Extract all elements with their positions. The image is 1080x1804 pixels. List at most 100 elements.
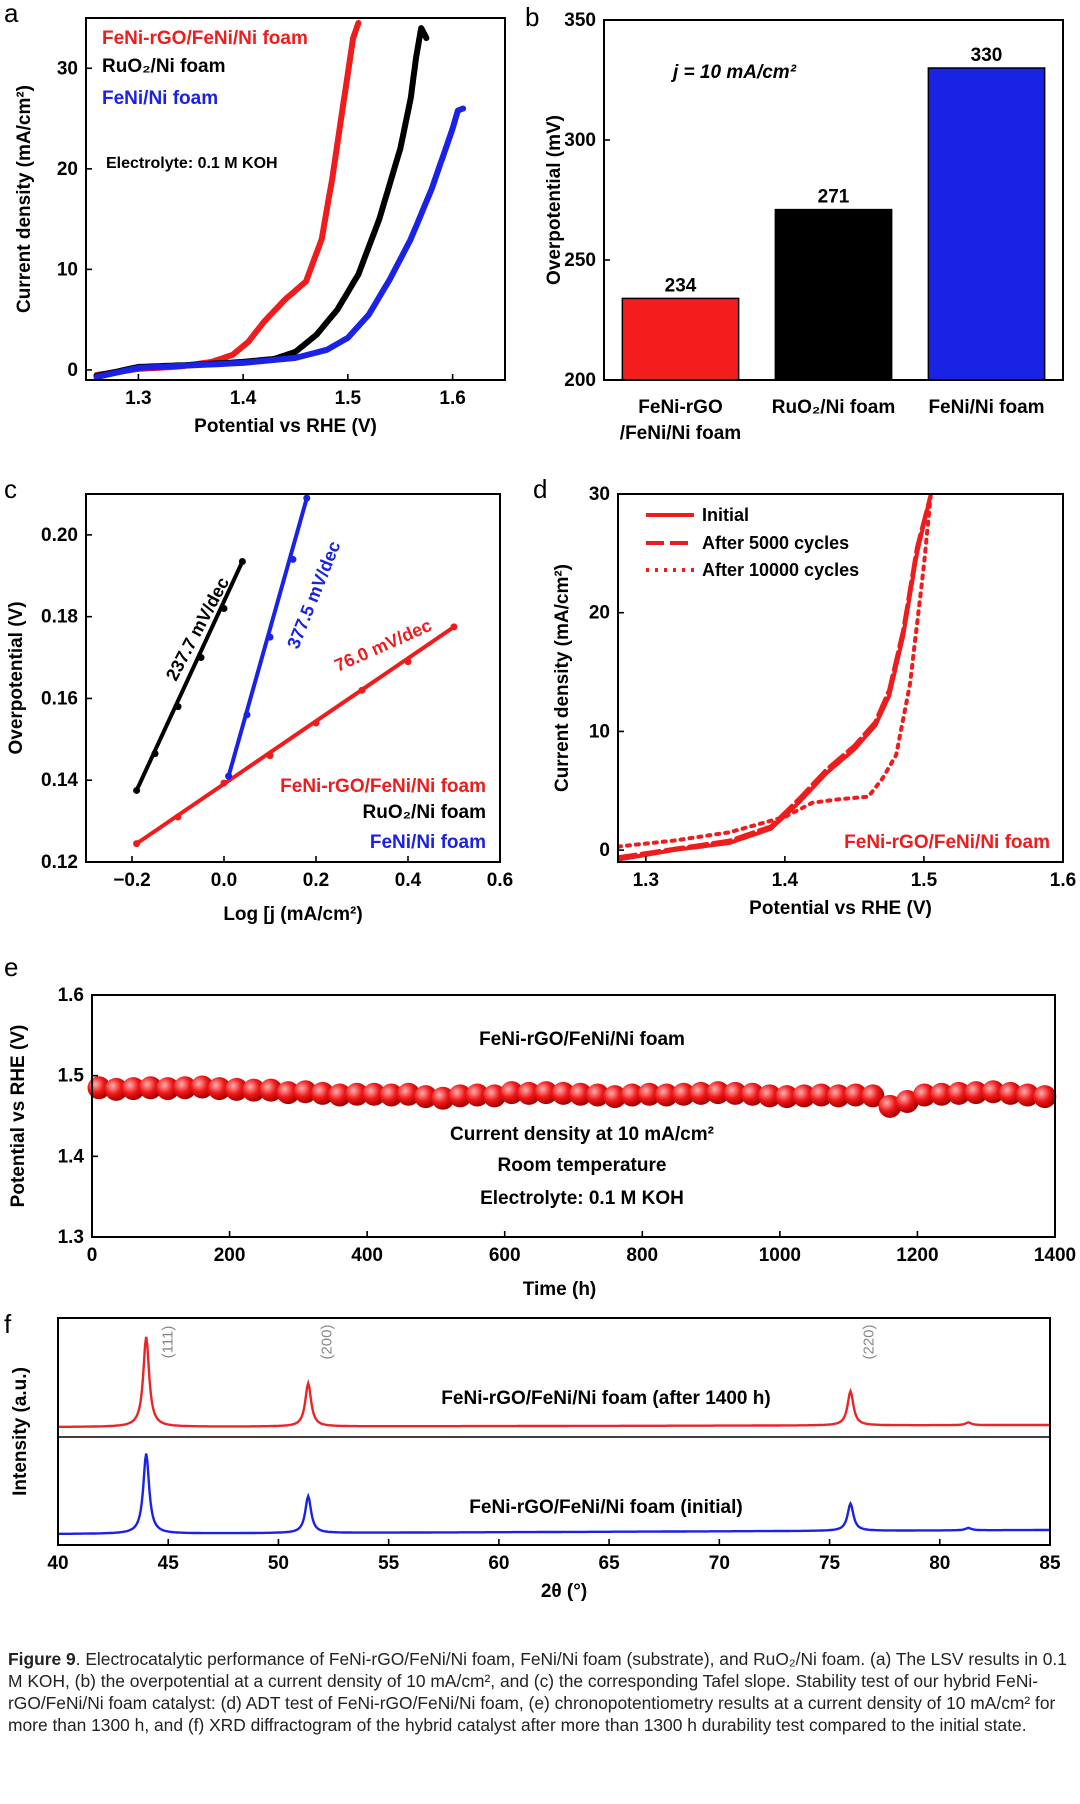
panel-c-slope-label: 76.0 mV/dec bbox=[331, 615, 434, 676]
panel-c-data-point bbox=[133, 786, 141, 794]
panel-d-series-line bbox=[618, 494, 933, 849]
panel-e-data-point bbox=[534, 1081, 558, 1105]
panel-e-data-point bbox=[362, 1082, 386, 1106]
panel-b-bar bbox=[927, 67, 1046, 381]
panel-e-data-point bbox=[293, 1080, 317, 1104]
panel-f-xtick-label: 40 bbox=[47, 1553, 68, 1574]
panel-e-data-point bbox=[448, 1084, 472, 1108]
panel-e-data-point bbox=[87, 1076, 111, 1100]
panel-d-plot-area bbox=[618, 494, 933, 862]
panel-b-category-label: /FeNi/Ni foam bbox=[620, 423, 741, 444]
panel-c-data-point bbox=[220, 779, 228, 787]
panel-b-ytick-label: 250 bbox=[564, 250, 596, 271]
panel-f-series-line bbox=[58, 1336, 1050, 1428]
panel-e-data-point bbox=[637, 1082, 661, 1106]
panel-e-data-point bbox=[1033, 1085, 1057, 1109]
panel-e-ylabel: Potential vs RHE (V) bbox=[8, 1025, 29, 1208]
panel-f-frame bbox=[57, 1317, 1051, 1546]
panel-d-ytick-label: 30 bbox=[589, 484, 610, 505]
panel-b-ylabel: Overpotential (mV) bbox=[544, 115, 565, 285]
panel-a-xtick-label: 1.6 bbox=[439, 388, 465, 409]
panel-f-xtick-label: 60 bbox=[488, 1553, 509, 1574]
panel-c-ytick-label: 0.16 bbox=[41, 688, 78, 709]
panel-c-xlabel: Log [j (mA/cm²) bbox=[223, 904, 362, 925]
panel-a: a 1.3 1.4 1.5 1.6 0 10 20 30 Potential vs RHE (V)… bbox=[4, 0, 506, 437]
panel-e-data-point bbox=[603, 1085, 627, 1109]
panel-d-annotation: FeNi-rGO/FeNi/Ni foam bbox=[844, 832, 1050, 853]
panel-b-ytick-label: 300 bbox=[564, 130, 596, 151]
panel-c-data-point bbox=[197, 654, 205, 662]
panel-c-data-point bbox=[151, 750, 159, 758]
panel-b-category-label: FeNi/Ni foam bbox=[928, 397, 1044, 418]
panel-c-data-point bbox=[133, 840, 141, 848]
panel-e-data-point bbox=[672, 1082, 696, 1106]
panel-f-ylabel: Intensity (a.u.) bbox=[10, 1367, 31, 1496]
panel-e-data-point bbox=[414, 1085, 438, 1109]
panel-e-data-point bbox=[912, 1083, 936, 1107]
caption-label: Figure 9 bbox=[8, 1649, 76, 1669]
panel-e-data-point bbox=[225, 1077, 249, 1101]
panel-e-xtick-label: 400 bbox=[351, 1245, 383, 1266]
panel-a-xtick-label: 1.5 bbox=[335, 388, 362, 409]
panel-b-value-label: 271 bbox=[818, 187, 850, 208]
panel-e-data-point bbox=[826, 1084, 850, 1108]
panel-f-xtick-label: 85 bbox=[1039, 1553, 1061, 1574]
panel-d-ytick-label: 20 bbox=[589, 603, 610, 624]
panel-e-data-point bbox=[242, 1078, 266, 1102]
panel-f: f (111) (200) (220) 40 45 50 55 60 65 70 75 80 85 2θ (… bbox=[4, 1309, 1061, 1602]
panel-e-data-point bbox=[483, 1084, 507, 1108]
panel-a-xtick-label: 1.3 bbox=[125, 388, 151, 409]
panel-e-data-point bbox=[792, 1084, 816, 1108]
panel-c-fit-line bbox=[134, 560, 245, 792]
panel-a-ytick-label: 20 bbox=[57, 159, 78, 180]
panel-e-data-point bbox=[551, 1081, 575, 1105]
panel-d-xtick-label: 1.4 bbox=[772, 870, 799, 891]
panel-c-xtick-label: 0.2 bbox=[303, 870, 329, 891]
panel-e-data-point bbox=[586, 1083, 610, 1107]
panel-c-ytick-label: 0.12 bbox=[41, 852, 78, 873]
panel-d-frame bbox=[617, 493, 1064, 863]
panel-e-data-point bbox=[431, 1086, 455, 1110]
panel-e-data-point bbox=[947, 1081, 971, 1105]
panel-c-data-point bbox=[220, 604, 228, 612]
panel-e-annotation: Room temperature bbox=[498, 1155, 667, 1176]
panel-e-data-point bbox=[379, 1083, 403, 1107]
panel-e-ytick-label: 1.5 bbox=[58, 1066, 85, 1087]
panel-e-data-point bbox=[276, 1081, 300, 1105]
panel-c-data-point bbox=[238, 557, 246, 565]
panel-b-category-label: RuO₂/Ni foam bbox=[772, 397, 896, 418]
panel-d: d 1.3 1.4 1.5 1.6 0 10 20 30 Potential vs RHE (V)… bbox=[533, 474, 1076, 919]
panel-d-xtick-label: 1.6 bbox=[1050, 870, 1076, 891]
panel-e-data-point bbox=[930, 1082, 954, 1106]
panel-e-data-point bbox=[844, 1083, 868, 1107]
panel-b-annotation: j = 10 mA/cm² bbox=[670, 62, 797, 83]
panel-a-annotation: Electrolyte: 0.1 M KOH bbox=[106, 155, 278, 172]
panel-e-data-point bbox=[809, 1083, 833, 1107]
panel-e-xtick-label: 1000 bbox=[759, 1245, 801, 1266]
panel-d-letter: d bbox=[533, 474, 547, 504]
panel-e-data-point bbox=[311, 1081, 335, 1105]
panel-e-xtick-label: 800 bbox=[626, 1245, 658, 1266]
panel-b-bar bbox=[621, 297, 740, 381]
panel-b-value-label: 330 bbox=[971, 45, 1003, 66]
panel-d-xlabel: Potential vs RHE (V) bbox=[749, 898, 932, 919]
panel-e-data-point bbox=[740, 1082, 764, 1106]
panel-c-legend-entry: RuO₂/Ni foam bbox=[363, 802, 487, 823]
panel-a-series-line bbox=[93, 105, 467, 380]
panel-f-peak-label: (220) bbox=[861, 1324, 878, 1359]
panel-c-data-point bbox=[312, 719, 320, 727]
panel-d-ytick-label: 10 bbox=[589, 721, 610, 742]
panel-a-legend-entry: FeNi/Ni foam bbox=[102, 88, 218, 109]
panel-e-data-point bbox=[397, 1082, 421, 1106]
panel-c-ytick-label: 0.18 bbox=[41, 607, 78, 628]
panel-c-legend-entry: FeNi-rGO/FeNi/Ni foam bbox=[280, 776, 486, 797]
panel-c-ytick-label: 0.14 bbox=[41, 770, 78, 791]
panel-e-data-point bbox=[328, 1083, 352, 1107]
panel-e-data-point bbox=[500, 1081, 524, 1105]
panel-c-xtick-label: −0.2 bbox=[113, 870, 151, 891]
panel-c-ylabel: Overpotential (V) bbox=[6, 601, 27, 754]
panel-e-ytick-label: 1.4 bbox=[58, 1146, 85, 1167]
panel-e-letter: e bbox=[4, 952, 18, 982]
panel-e-data-point bbox=[156, 1077, 180, 1101]
panel-a-ytick-label: 10 bbox=[57, 259, 78, 280]
